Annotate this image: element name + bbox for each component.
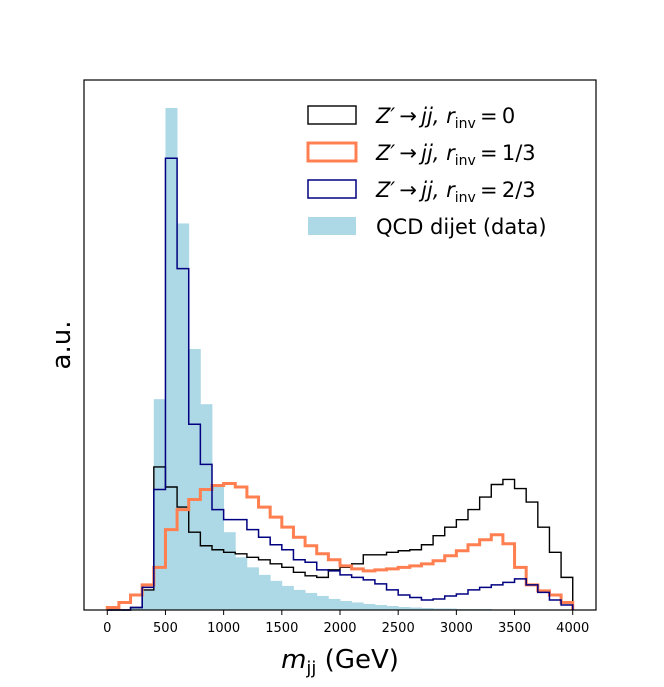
qcd-bar bbox=[328, 598, 341, 610]
legend-label: Z′ → jj, rinv = 0 bbox=[375, 104, 515, 132]
qcd-bar bbox=[246, 567, 259, 610]
qcd-bar bbox=[258, 574, 271, 610]
x-axis-label-sub: jj bbox=[305, 658, 316, 679]
qcd-bar bbox=[177, 223, 190, 610]
qcd-bar bbox=[398, 606, 411, 610]
qcd-bar bbox=[409, 607, 422, 610]
x-axis-label: mjj (GeV) bbox=[281, 645, 399, 679]
legend-label: Z′ → jj, rinv = 1/3 bbox=[375, 141, 536, 169]
qcd-bar bbox=[305, 592, 318, 610]
x-tick-label: 500 bbox=[153, 621, 178, 636]
signal-histograms bbox=[105, 157, 575, 611]
legend-entry: Z′ → jj, rinv = 2/3 bbox=[307, 178, 536, 206]
legend-entry: Z′ → jj, rinv = 0 bbox=[307, 104, 515, 132]
qcd-bar bbox=[130, 607, 143, 610]
qcd-bar bbox=[223, 532, 236, 610]
qcd-bar bbox=[142, 589, 155, 610]
x-tick-label: 1500 bbox=[265, 621, 298, 636]
x-tick-label: 0 bbox=[103, 621, 111, 636]
x-tick-label: 3500 bbox=[498, 621, 531, 636]
legend: Z′ → jj, rinv = 0 Z′ → jj, rinv = 1/3 Z′ →… bbox=[306, 104, 547, 239]
x-axis-label-var: m bbox=[281, 645, 306, 675]
legend-swatch bbox=[307, 179, 357, 199]
legend-label: QCD dijet (data) bbox=[376, 215, 547, 239]
qcd-bar bbox=[316, 595, 329, 610]
x-tick-label: 2500 bbox=[382, 621, 415, 636]
qcd-bar bbox=[293, 589, 306, 610]
series-line-3 bbox=[107, 157, 574, 611]
x-axis: 0 500 1000 1500 2000 2500 3000 3500 4000 bbox=[103, 610, 589, 636]
x-axis-label-unit: (GeV) bbox=[316, 645, 398, 675]
qcd-bar bbox=[235, 557, 248, 610]
x-tick-label: 4000 bbox=[556, 621, 589, 636]
qcd-bar bbox=[351, 602, 364, 610]
series-line-2 bbox=[105, 482, 575, 610]
legend-swatch bbox=[308, 217, 356, 235]
qcd-bar bbox=[340, 600, 353, 610]
qcd-bar bbox=[153, 399, 166, 610]
x-tick-label: 3000 bbox=[440, 621, 473, 636]
qcd-bar bbox=[281, 585, 294, 610]
qcd-bar bbox=[212, 484, 225, 610]
legend-entry: QCD dijet (data) bbox=[308, 215, 547, 239]
qcd-bar bbox=[386, 605, 399, 610]
qcd-bar bbox=[270, 580, 283, 610]
qcd-bar bbox=[200, 404, 213, 610]
qcd-bar bbox=[433, 608, 446, 610]
qcd-bar bbox=[363, 603, 376, 610]
qcd-bar bbox=[421, 607, 434, 610]
qcd-bar bbox=[188, 348, 201, 610]
legend-label: Z′ → jj, rinv = 2/3 bbox=[375, 178, 536, 206]
qcd-bar bbox=[165, 108, 178, 610]
legend-entry: Z′ → jj, rinv = 1/3 bbox=[306, 141, 536, 169]
qcd-bar bbox=[444, 608, 457, 610]
x-tick-label: 2000 bbox=[323, 621, 356, 636]
series-line-1 bbox=[107, 466, 574, 611]
legend-swatch bbox=[306, 141, 358, 163]
legend-swatch bbox=[307, 105, 357, 125]
qcd-bar bbox=[374, 604, 387, 610]
x-tick-label: 1000 bbox=[207, 621, 240, 636]
y-axis-label: a.u. bbox=[47, 321, 77, 370]
